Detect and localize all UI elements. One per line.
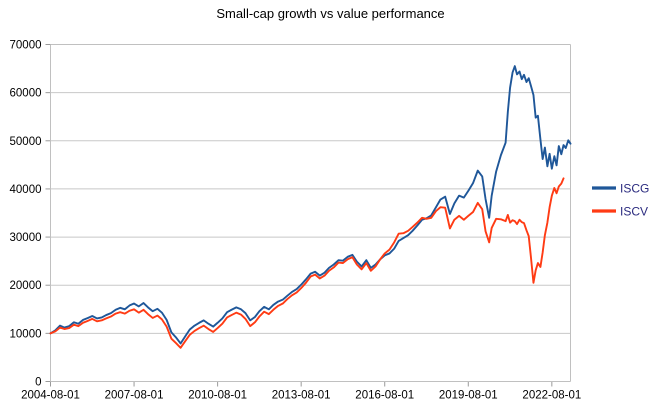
x-tick-label: 2019-08-01 — [439, 390, 498, 402]
x-tick-label: 2007-08-01 — [105, 390, 164, 402]
x-tick-label: 2022-08-01 — [522, 390, 581, 402]
legend: ISCG ISCV — [592, 182, 649, 219]
x-tick-label: 2016-08-01 — [355, 390, 414, 402]
y-tick-label: 40000 — [10, 184, 42, 196]
x-axis-tick-labels: 2004-08-01 2007-08-01 2010-08-01 2013-08-01… — [21, 390, 581, 402]
series-lines-group — [49, 65, 572, 349]
x-tick-label: 2013-08-01 — [272, 390, 331, 402]
y-tick-label: 0 — [35, 377, 41, 389]
x-tick-label: 2004-08-01 — [21, 390, 80, 402]
x-tick-marks-group — [50, 381, 553, 387]
x-tick-label: 2010-08-01 — [188, 390, 247, 402]
plot-frame — [50, 44, 571, 382]
y-axis-tick-labels: 0 10000 20000 30000 40000 50000 60000 70000 — [10, 40, 42, 389]
y-tick-label: 60000 — [10, 88, 42, 100]
y-tick-label: 20000 — [10, 280, 42, 292]
y-tick-label: 70000 — [10, 40, 42, 52]
y-tick-label: 30000 — [10, 232, 42, 244]
y-tick-label: 50000 — [10, 136, 42, 148]
y-tick-label: 10000 — [10, 328, 42, 340]
y-tick-marks-group — [45, 44, 51, 382]
chart-title: Small-cap growth vs value performance — [216, 6, 445, 21]
legend-label-iscv: ISCV — [620, 205, 648, 219]
legend-label-iscg: ISCG — [620, 182, 649, 196]
series-line-iscv — [49, 177, 565, 349]
series-line-iscg — [49, 65, 572, 345]
